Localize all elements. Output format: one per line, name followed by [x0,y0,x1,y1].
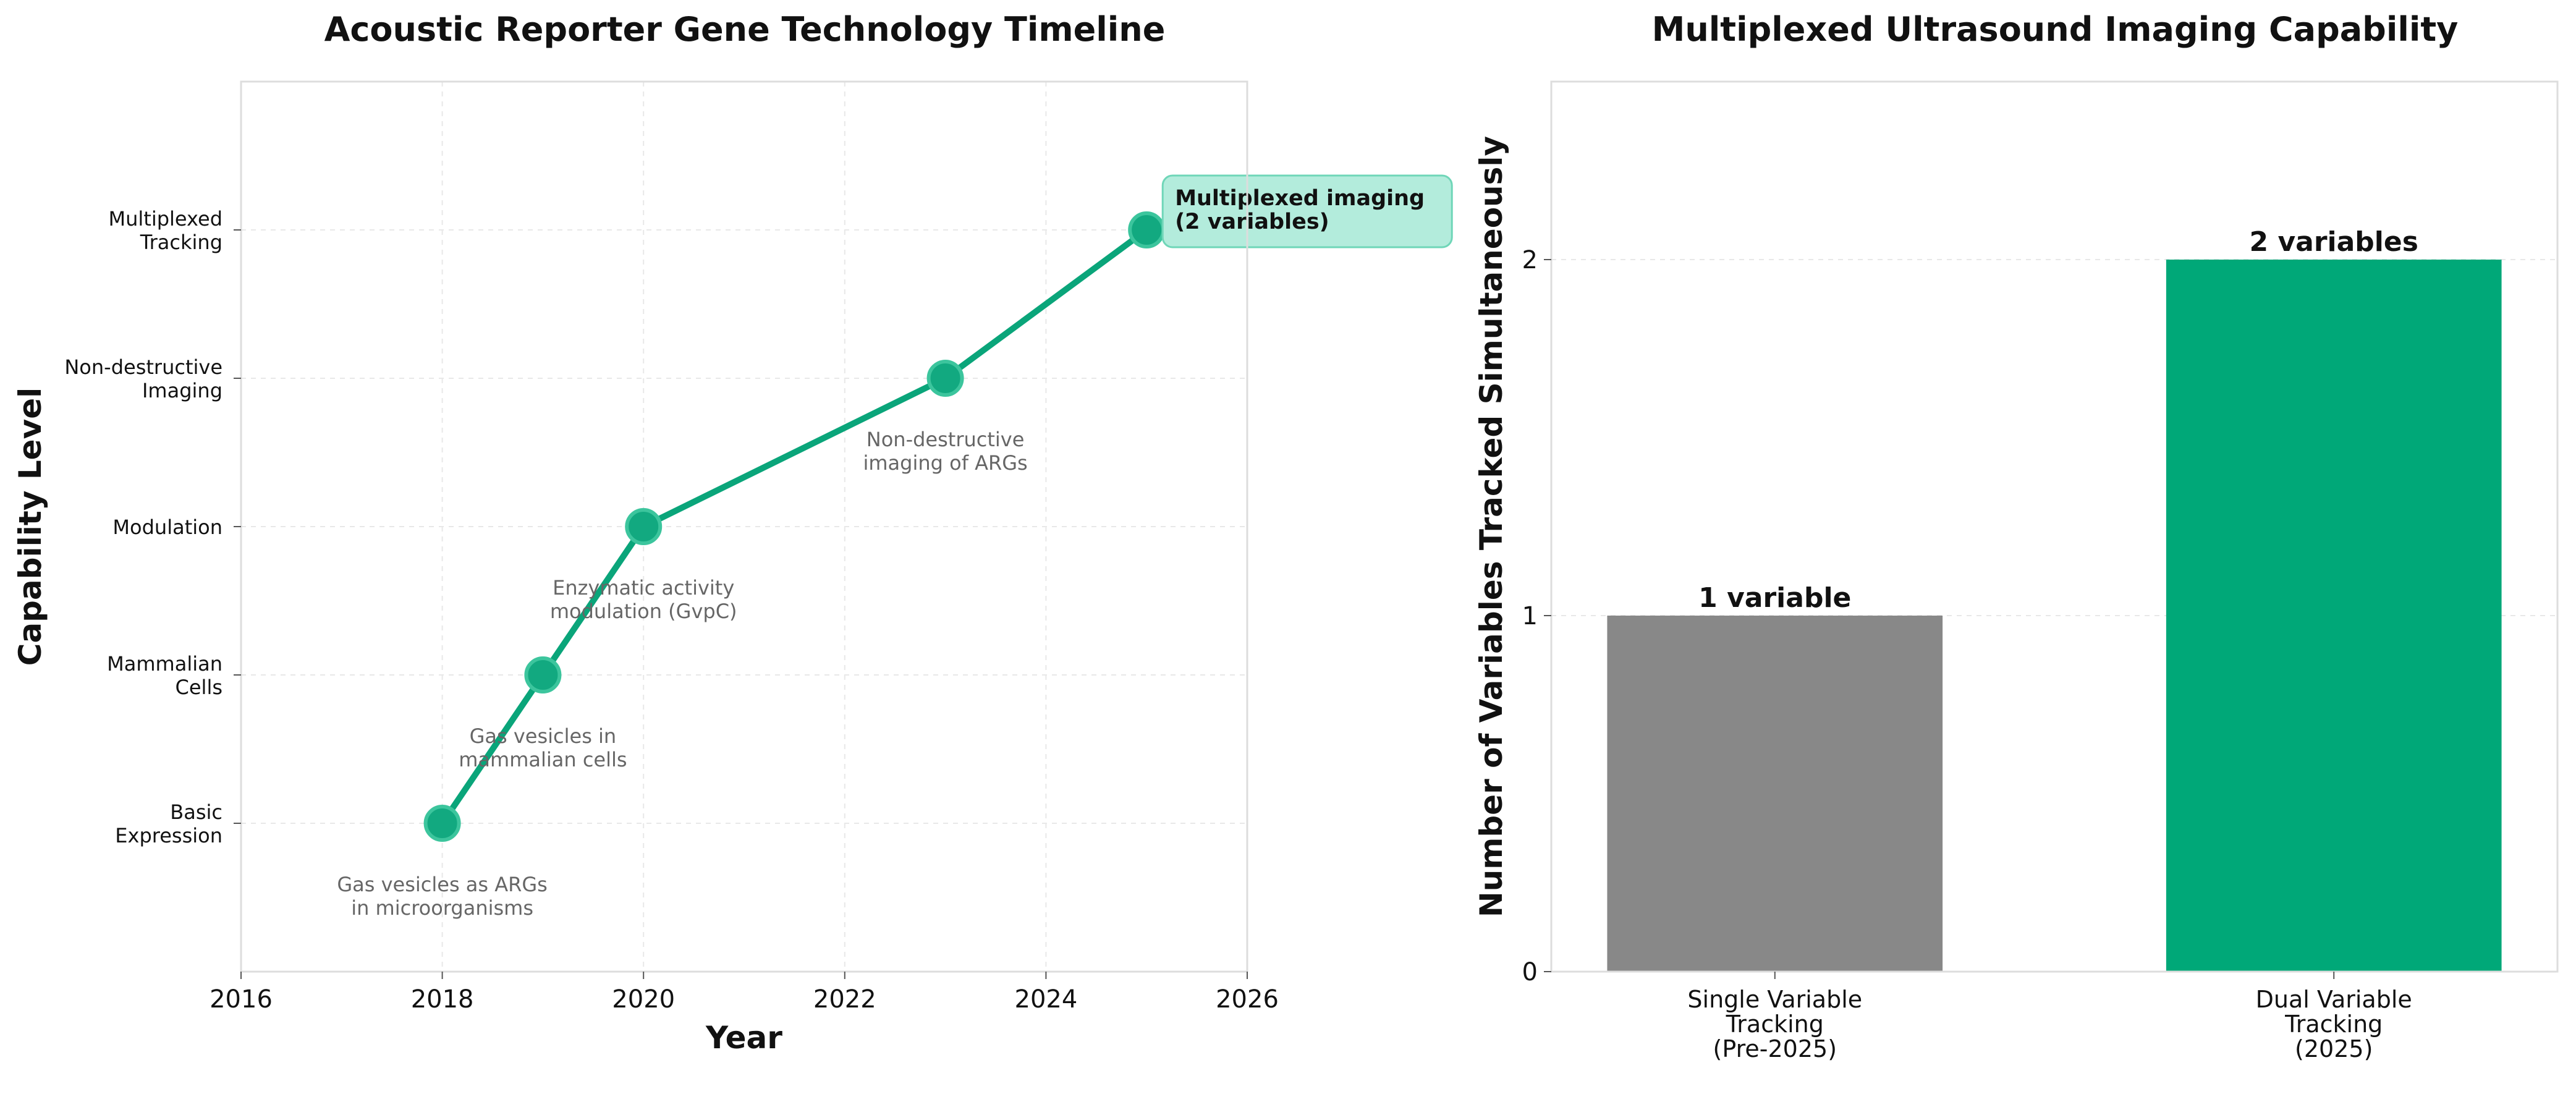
timeline-point-annotation: Gas vesicles in mammalian cells [459,724,627,771]
timeline-point [625,508,663,545]
timeline-y-tick-label-line: Tracking [140,231,222,254]
bar-x-tick-label-line: Single Variable [1687,986,1862,1013]
bar-y-ticks: 0 1 2 [1522,246,1551,986]
timeline-y-ticks: Basic Expression Mammalian Cells Modulation N… [64,207,241,847]
timeline-point [423,805,461,842]
bar-x-tick-label-line: (2025) [2295,1035,2373,1062]
bar-plot-frame [1550,80,2559,973]
highlight-annotation-text: Multiplexed imaging (2 variables) [1175,186,1425,234]
bar-x-tick-label-line: Dual Variable [2256,986,2412,1013]
highlight-annotation-box [1161,174,1453,248]
timeline-y-tick-label: Multiplexed Tracking [109,207,223,254]
timeline-chart: Acoustic Reporter Gene Technology Timeli… [12,10,1453,1056]
timeline-y-tick-label-line: Multiplexed [109,207,223,231]
bar-x-tick-label-line: Tracking [2284,1011,2383,1038]
timeline-y-tick-label-line: Expression [115,824,222,847]
timeline-y-tick-label-line: Non-destructive [64,355,222,379]
bar-data-labels: 1 variable 2 variables [1698,226,2418,614]
timeline-point-annotation: Gas vesicles as ARGs in microorganisms [337,873,548,920]
bar-x-tick-label-line: Tracking [1726,1011,1824,1038]
bar [2166,260,2502,972]
timeline-y-tick-label: Non-destructive Imaging [64,355,222,402]
bar-x-ticks: Single Variable Tracking (Pre-2025)Dual Va… [1687,972,2412,1062]
timeline-y-tick-label-line: Mammalian [107,652,222,676]
bar-series [1607,260,2502,972]
timeline-point-annotation: Non-destructive imaging of ARGs [863,428,1027,475]
timeline-point [524,656,562,693]
timeline-point-annotation-line: Gas vesicles as ARGs [337,873,548,896]
timeline-point-annotation-line: imaging of ARGs [863,451,1027,475]
highlight-annotation-text-line: (2 variables) [1175,210,1329,234]
timeline-points [423,211,1166,842]
timeline-point-annotation-line: Non-destructive [866,428,1025,451]
bar-data-label: 2 variables [2250,226,2418,258]
timeline-x-ticks: 2016 2018 2020 2022 2024 2026 [210,972,1279,1014]
timeline-y-axis-label: Capability Level [12,388,48,666]
bar-x-tick-label: Dual Variable Tracking (2025) [2256,986,2412,1062]
bar-x-tick-label-line: (Pre-2025) [1713,1035,1837,1062]
highlight-annotation-text-line: Multiplexed imaging [1175,186,1425,211]
timeline-x-tick-label: 2018 [411,985,474,1014]
timeline-point-annotation-line: Enzymatic activity [553,576,734,600]
timeline-point-annotation-line: Gas vesicles in [470,724,617,748]
timeline-point-annotation-line: modulation (GvpC) [550,600,737,623]
timeline-y-tick-label-line: Modulation [112,515,222,539]
bar-x-tick-label: Single Variable Tracking (Pre-2025) [1687,986,1862,1062]
timeline-x-tick-label: 2024 [1015,985,1078,1014]
timeline-x-tick-label: 2020 [612,985,675,1014]
bar [1607,616,1943,972]
bar-y-tick-label: 1 [1522,602,1538,630]
timeline-y-tick-label: Basic Expression [115,800,222,847]
bar-chart-title: Multiplexed Ultrasound Imaging Capabilit… [1652,10,2459,49]
bar-y-axis-label: Number of Variables Tracked Simultaneous… [1473,136,1509,917]
timeline-y-tick-label-line: Basic [170,800,222,824]
bar-y-tick-label: 0 [1522,958,1538,986]
timeline-y-tick-label-line: Imaging [142,379,222,402]
timeline-y-tick-label: Mammalian Cells [107,652,222,699]
timeline-x-axis-label: Year [705,1020,782,1056]
timeline-annotations: Gas vesicles as ARGs in microorganismsGas… [337,174,1453,920]
timeline-x-tick-label: 2022 [813,985,876,1014]
timeline-x-tick-label: 2016 [210,985,273,1014]
timeline-y-tick-label-line: Cells [176,676,222,699]
timeline-point-annotation: Enzymatic activity modulation (GvpC) [550,576,737,623]
timeline-point-annotation-line: in microorganisms [351,896,533,920]
timeline-point [1128,211,1166,248]
bar-y-tick-label: 2 [1522,246,1538,274]
multiplex-bar-chart: Multiplexed Ultrasound Imaging Capabilit… [1473,10,2559,1062]
timeline-point [926,360,964,397]
bar-data-label: 1 variable [1698,582,1851,614]
timeline-chart-title: Acoustic Reporter Gene Technology Timeli… [324,10,1166,49]
timeline-x-tick-label: 2026 [1216,985,1279,1014]
timeline-y-tick-label: Modulation [112,515,222,539]
timeline-point-annotation-line: mammalian cells [459,748,627,771]
